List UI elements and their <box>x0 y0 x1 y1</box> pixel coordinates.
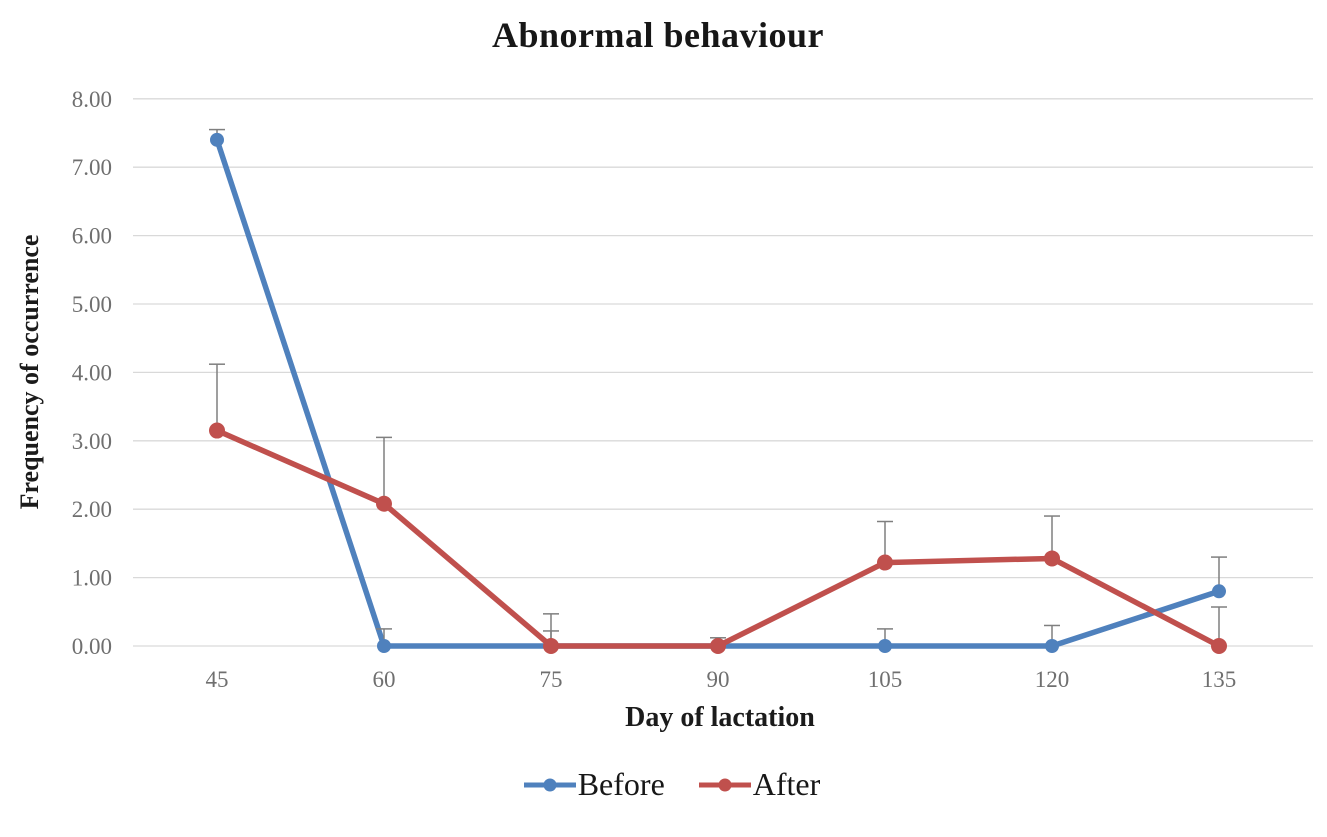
data-point-after <box>209 422 225 439</box>
after-series-line-icon <box>698 778 751 791</box>
y-tick-label: 0.00 <box>72 634 112 659</box>
data-point-before <box>1212 584 1226 599</box>
x-tick-label: 105 <box>868 667 903 692</box>
data-point-after <box>1044 550 1060 567</box>
x-tick-label: 135 <box>1202 667 1237 692</box>
data-point-after <box>543 638 559 654</box>
before-series-line-icon <box>523 778 576 791</box>
y-tick-label: 8.00 <box>72 87 112 112</box>
y-tick-label: 5.00 <box>72 292 112 317</box>
legend-item-before: Before <box>523 766 665 803</box>
data-point-after <box>376 495 392 512</box>
x-tick-label: 45 <box>206 667 229 692</box>
y-tick-label: 4.00 <box>72 360 112 385</box>
data-point-before <box>210 132 224 147</box>
legend-label-before: Before <box>577 766 665 802</box>
data-point-before <box>878 639 892 653</box>
series-line-after <box>214 427 1222 649</box>
legend-item-after: After <box>698 766 821 803</box>
y-tick-label: 1.00 <box>72 566 112 591</box>
data-point-before <box>1045 639 1059 653</box>
line-chart-plot-area: 0.00 1.00 2.00 3.00 4.00 5.00 6.00 7.00 8.00 45 60… <box>72 87 1313 692</box>
legend: Before After <box>0 766 1327 803</box>
x-tick-label: 60 <box>373 667 396 692</box>
legend-label-after: After <box>752 766 821 802</box>
y-axis-label: Frequency of occurrence <box>15 234 44 510</box>
y-tick-label: 6.00 <box>72 224 112 249</box>
x-tick-label: 90 <box>707 667 730 692</box>
x-tick-label: 75 <box>540 667 563 692</box>
chart-title: Abnormal behaviour <box>491 15 825 55</box>
x-tick-label: 120 <box>1035 667 1070 692</box>
y-tick-label: 7.00 <box>72 155 112 180</box>
y-tick-label: 3.00 <box>72 429 112 454</box>
y-tick-label: 2.00 <box>72 497 112 522</box>
data-point-after <box>710 638 726 654</box>
data-point-after <box>877 554 893 571</box>
data-point-after <box>1211 638 1227 654</box>
x-axis-label: Day of lactation <box>625 702 815 733</box>
data-point-before <box>377 639 391 653</box>
